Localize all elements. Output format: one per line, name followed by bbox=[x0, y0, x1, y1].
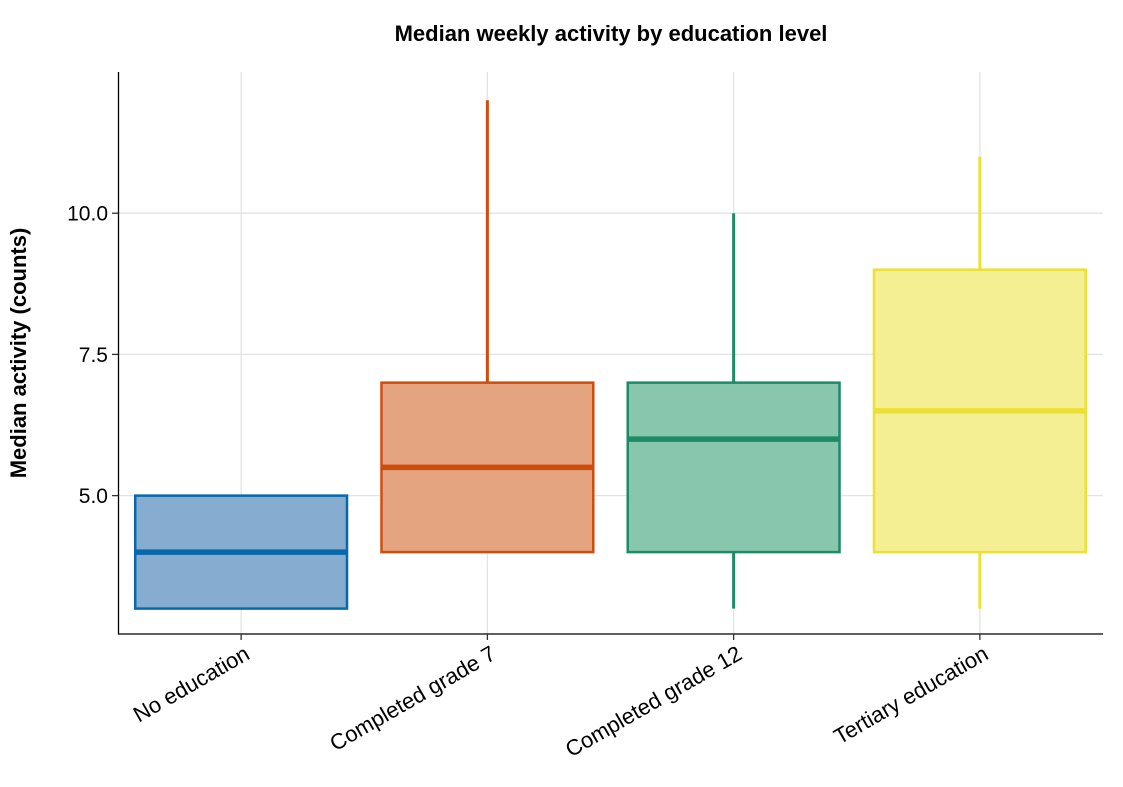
y-tick-label: 5.0 bbox=[79, 485, 108, 508]
box-1 bbox=[133, 494, 349, 610]
box-4 bbox=[872, 156, 1088, 609]
x-tick-label: Completed grade 12 bbox=[561, 641, 746, 762]
y-tick-label: 10.0 bbox=[67, 203, 108, 226]
box-3 bbox=[626, 213, 841, 609]
x-tick-labels: No education Completed grade 7 Completed g… bbox=[129, 634, 992, 762]
y-axis-label: Median activity (counts) bbox=[6, 228, 31, 479]
box-series bbox=[133, 100, 1088, 610]
y-tick-labels: 5.0 7.5 10.0 bbox=[67, 203, 118, 508]
y-tick-label: 7.5 bbox=[79, 344, 108, 367]
box-2 bbox=[380, 100, 595, 554]
x-tick-label: No education bbox=[129, 641, 254, 727]
x-tick-label: Completed grade 7 bbox=[325, 641, 500, 756]
chart-title: Median weekly activity by education leve… bbox=[395, 21, 828, 46]
box-body bbox=[626, 381, 841, 554]
x-tick-label: Tertiary education bbox=[829, 641, 992, 749]
